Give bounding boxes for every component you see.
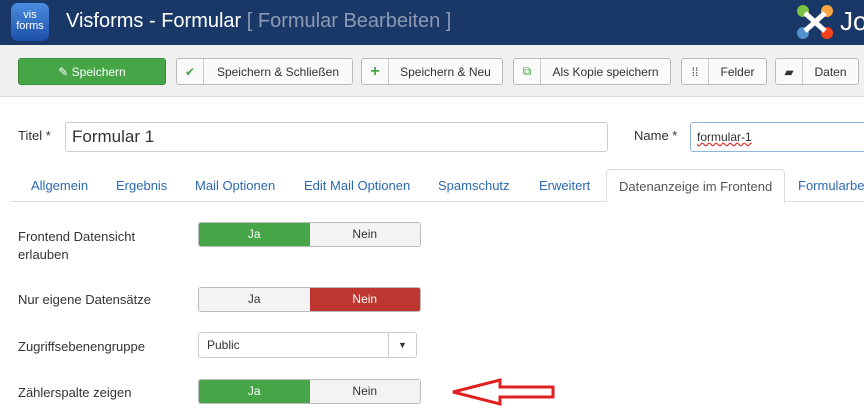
tab-erweitert[interactable]: Erweitert bbox=[539, 178, 591, 193]
title-label: Titel * bbox=[18, 128, 51, 143]
plus-icon: + bbox=[362, 59, 389, 84]
print-icon: ▰ bbox=[776, 59, 803, 84]
tab-ergebnis[interactable]: Ergebnis bbox=[116, 178, 168, 193]
name-input[interactable]: formular-1 bbox=[690, 122, 864, 152]
tab-datenanzeige[interactable]: Datenanzeige im Frontend bbox=[606, 169, 786, 203]
copy-icon: ⧉ bbox=[514, 59, 541, 84]
save-new-button[interactable]: + Speichern & Neu bbox=[361, 58, 503, 85]
check-icon: ✔ bbox=[177, 59, 204, 84]
data-button[interactable]: ▰ Daten bbox=[775, 58, 859, 85]
save-copy-button[interactable]: ⧉ Als Kopie speichern bbox=[513, 58, 671, 85]
tab-spamschutz[interactable]: Spamschutz bbox=[438, 178, 510, 193]
joomla-logo-icon bbox=[797, 5, 833, 39]
yes-option[interactable]: Ja bbox=[199, 288, 310, 311]
caret-down-icon: ▼ bbox=[388, 333, 416, 357]
tab-bar: Allgemein Ergebnis Mail Optionen Edit Ma… bbox=[11, 169, 864, 203]
name-label: Name * bbox=[634, 128, 678, 143]
grid-icon: ⁞⁞ bbox=[682, 59, 709, 84]
yes-option[interactable]: Ja bbox=[199, 380, 310, 403]
save-button[interactable]: ✎ Speichern bbox=[18, 58, 166, 85]
save-close-button[interactable]: ✔ Speichern & Schließen bbox=[176, 58, 353, 85]
own-records-label: Nur eigene Datensätze bbox=[18, 292, 151, 307]
own-records-toggle: Ja Nein bbox=[198, 287, 421, 312]
edit-icon: ✎ bbox=[58, 64, 72, 79]
no-option[interactable]: Nein bbox=[309, 223, 420, 246]
frontend-view-label: Frontend Datensicht erlauben bbox=[18, 229, 136, 262]
tab-allgemein[interactable]: Allgemein bbox=[31, 178, 89, 193]
tab-formularbe[interactable]: Formularbe bbox=[798, 178, 864, 193]
visforms-logo: vis forms bbox=[11, 3, 49, 41]
yes-option[interactable]: Ja bbox=[199, 223, 310, 246]
no-option[interactable]: Nein bbox=[309, 288, 420, 311]
fields-button[interactable]: ⁞⁞ Felder bbox=[681, 58, 767, 85]
page-title: Visforms - Formular [ Formular Bearbeite… bbox=[66, 10, 452, 32]
title-input[interactable]: Formular 1 bbox=[65, 122, 608, 152]
frontend-view-toggle: Ja Nein bbox=[198, 222, 421, 247]
toolbar: ✎ Speichern ✔ Speichern & Schließen + Spei… bbox=[0, 45, 864, 97]
no-option[interactable]: Nein bbox=[309, 380, 420, 403]
tab-mail-optionen[interactable]: Mail Optionen bbox=[195, 178, 276, 193]
red-arrow-annotation-icon bbox=[452, 378, 555, 406]
header: vis forms Visforms - Formular [ Formular … bbox=[0, 0, 864, 45]
access-group-select[interactable]: Public ▼ bbox=[198, 332, 417, 358]
tab-edit-mail-optionen[interactable]: Edit Mail Optionen bbox=[304, 178, 411, 193]
access-group-label: Zugriffsebenengruppe bbox=[18, 339, 145, 354]
counter-column-label: Zählerspalte zeigen bbox=[18, 385, 132, 400]
counter-column-toggle: Ja Nein bbox=[198, 379, 421, 404]
